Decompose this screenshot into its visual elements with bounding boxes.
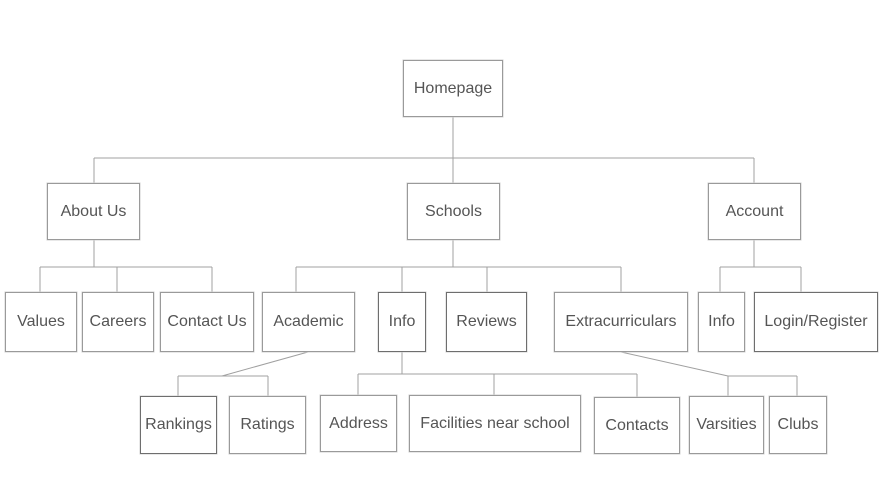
node-account-info: Info	[698, 292, 745, 352]
node-academic: Academic	[262, 292, 355, 352]
node-address: Address	[320, 395, 397, 452]
node-homepage: Homepage	[403, 60, 503, 117]
node-facilities-near-school: Facilities near school	[409, 395, 581, 452]
node-schools: Schools	[407, 183, 500, 240]
node-values: Values	[5, 292, 77, 352]
node-contacts: Contacts	[594, 397, 680, 454]
node-about-us: About Us	[47, 183, 140, 240]
node-info: Info	[378, 292, 426, 352]
node-reviews: Reviews	[446, 292, 527, 352]
node-ratings: Ratings	[229, 396, 306, 454]
node-careers: Careers	[82, 292, 154, 352]
node-clubs: Clubs	[769, 396, 827, 454]
node-contact-us: Contact Us	[160, 292, 254, 352]
node-rankings: Rankings	[140, 396, 217, 454]
node-account: Account	[708, 183, 801, 240]
node-login-register: Login/Register	[754, 292, 878, 352]
node-varsities: Varsities	[689, 396, 764, 454]
node-extracurriculars: Extracurriculars	[554, 292, 688, 352]
